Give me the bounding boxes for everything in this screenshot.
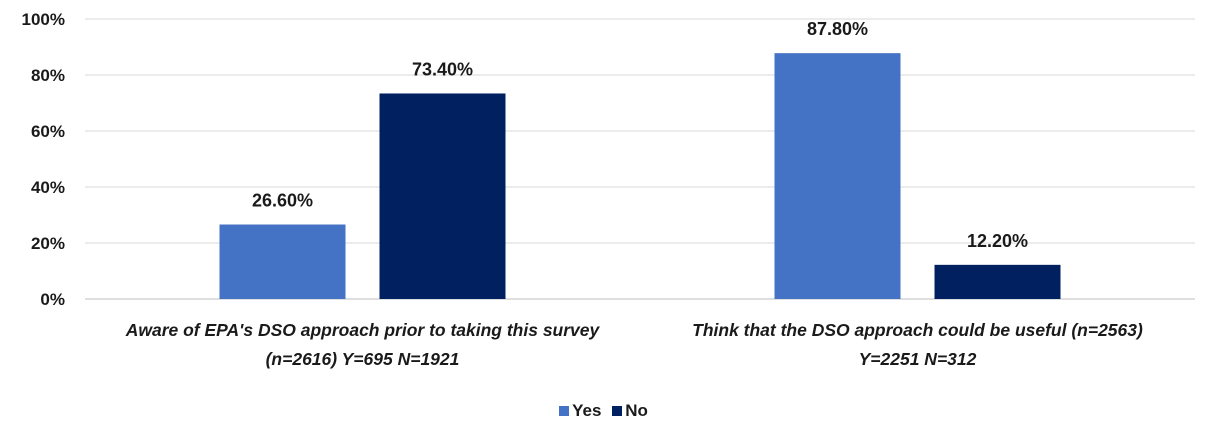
category-label: Y=2251 N=312 [859,349,977,369]
legend-label-no: No [625,401,648,420]
legend-label-yes: Yes [572,401,602,420]
y-tick-label: 60% [31,122,65,141]
legend: Yes No [0,401,1207,421]
legend-swatch-yes [559,406,570,416]
category-label: Aware of EPA's DSO approach prior to tak… [125,320,601,340]
bars [219,53,1061,299]
data-label: 26.60% [252,191,313,211]
bar-yes-1 [219,224,346,299]
data-label: 87.80% [807,19,868,39]
y-tick-label: 100% [22,10,65,29]
legend-item-yes: Yes [559,401,601,421]
bar-yes-2 [774,53,901,299]
bar-no-2 [934,264,1061,299]
y-axis-ticks: 0% 20% 40% 60% 80% 100% [22,10,65,309]
y-tick-label: 0% [40,290,65,309]
category-label: Think that the DSO approach could be use… [692,320,1143,340]
y-tick-label: 20% [31,234,65,253]
legend-swatch-no [612,406,623,416]
data-labels: 26.60% 73.40% 87.80% 12.20% [252,19,1028,251]
category-labels: Aware of EPA's DSO approach prior to tak… [125,320,1143,369]
bar-no-1 [379,93,506,299]
legend-item-no: No [612,401,648,421]
data-label: 73.40% [412,59,473,79]
data-label: 12.20% [967,231,1028,251]
y-tick-label: 80% [31,66,65,85]
y-tick-label: 40% [31,178,65,197]
category-label: (n=2616) Y=695 N=1921 [266,349,460,369]
